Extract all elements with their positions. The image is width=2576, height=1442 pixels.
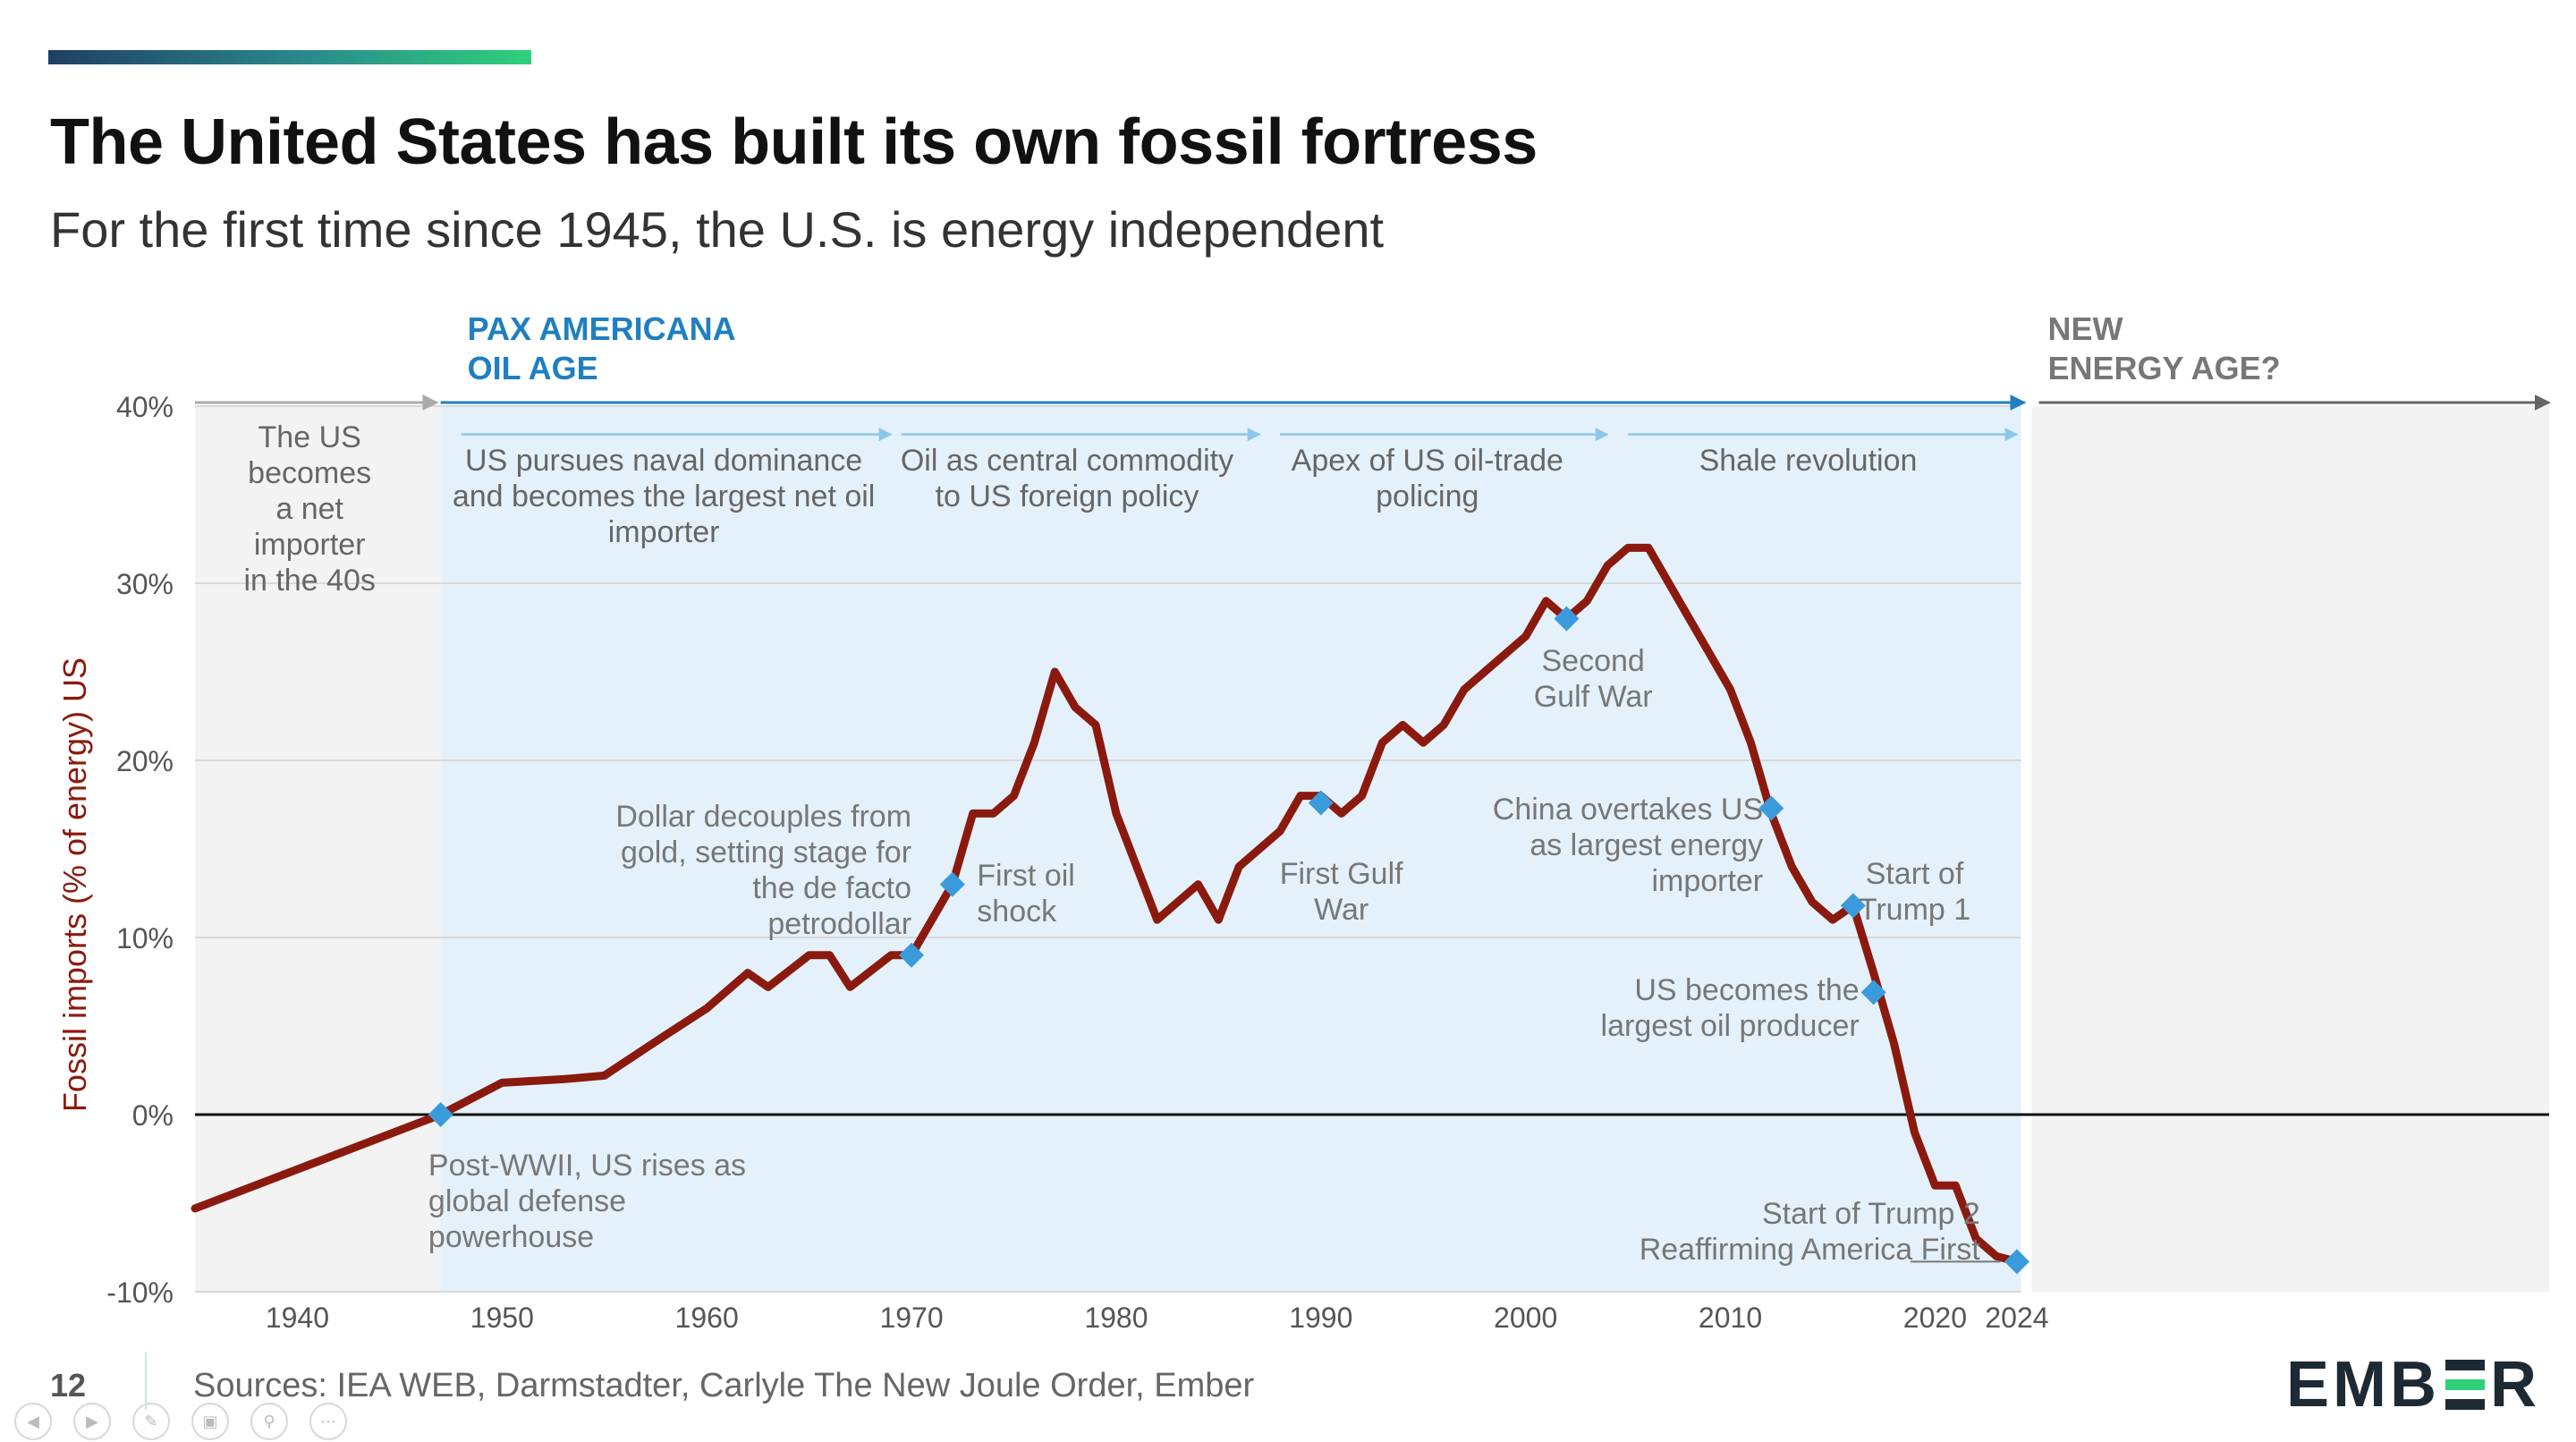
sources-divider xyxy=(145,1353,147,1410)
x-tick-label: 1960 xyxy=(675,1302,739,1334)
y-axis-label: Fossil imports (% of energy) US xyxy=(56,657,93,1112)
y-tick-label: 30% xyxy=(116,568,174,600)
y-tick-label: 20% xyxy=(116,745,174,777)
logo-text-start: EMB xyxy=(2286,1349,2440,1421)
event-label: Start of Trump 2 Reaffirming America Firs… xyxy=(1640,1197,1981,1267)
event-marker xyxy=(428,1102,453,1127)
x-tick-label: 1940 xyxy=(266,1302,329,1334)
logo-e-mark xyxy=(2445,1360,2485,1410)
accent-gradient-bar xyxy=(48,50,531,64)
event-marker xyxy=(899,942,925,968)
pax-era-label: PAX AMERICANA OIL AGE xyxy=(468,310,736,386)
page-title: The United States has built its own foss… xyxy=(50,106,1538,178)
more-icon[interactable]: ⋯ xyxy=(309,1403,347,1440)
event-label: China overtakes US as largest energy impor… xyxy=(1493,793,1763,898)
next-slide-icon[interactable]: ▶ xyxy=(73,1403,111,1440)
event-marker xyxy=(1308,790,1334,816)
page-number: 12 xyxy=(50,1367,87,1404)
x-tick-label: 2020 xyxy=(1903,1302,1967,1334)
event-marker xyxy=(1860,980,1886,1005)
phase-label: US pursues naval dominance and becomes th… xyxy=(453,444,876,549)
event-label: First Gulf War xyxy=(1280,857,1403,927)
zoom-icon[interactable]: ⚲ xyxy=(250,1403,288,1440)
x-tick-label: 1970 xyxy=(879,1302,943,1334)
x-tick-label: 2000 xyxy=(1494,1302,1557,1334)
ember-logo: EMB R xyxy=(2286,1349,2540,1421)
x-tick-label: 1980 xyxy=(1084,1302,1148,1334)
phase-label: Apex of US oil-trade policing xyxy=(1292,444,1563,513)
pre-era-band xyxy=(195,406,441,1292)
event-marker xyxy=(2004,1249,2029,1275)
x-tick-label: 2024 xyxy=(1985,1302,2048,1334)
event-label: Second Gulf War xyxy=(1534,644,1653,714)
y-tick-label: 0% xyxy=(132,1099,174,1132)
event-label: Start of Trump 1 xyxy=(1859,857,1970,927)
page-subtitle: For the first time since 1945, the U.S. … xyxy=(50,201,1385,258)
sources-text: Sources: IEA WEB, Darmstadter, Carlyle T… xyxy=(193,1367,1255,1404)
event-marker xyxy=(939,871,965,897)
y-tick-label: 10% xyxy=(116,922,174,954)
y-tick-label: -10% xyxy=(106,1277,174,1309)
event-label: Post-WWII, US rises as global defense powe… xyxy=(428,1149,746,1254)
event-label: US becomes the largest oil producer xyxy=(1601,973,1860,1043)
pen-icon[interactable]: ✎ xyxy=(132,1403,170,1440)
phase-label: The US becomes a net importer in the 40s xyxy=(243,420,375,598)
x-tick-label: 1950 xyxy=(470,1302,534,1334)
event-label: First oil shock xyxy=(977,859,1075,929)
event-marker xyxy=(1554,606,1580,632)
logo-text-end: R xyxy=(2490,1349,2540,1421)
phase-label: Shale revolution xyxy=(1699,444,1918,478)
event-marker xyxy=(1758,795,1784,821)
y-tick-label: 40% xyxy=(116,391,174,423)
phase-label: Oil as central commodity to US foreign po… xyxy=(901,444,1233,513)
new-energy-band xyxy=(2031,406,2549,1292)
event-label: Dollar decouples from gold, setting stage… xyxy=(615,800,911,941)
event-marker xyxy=(1840,893,1866,919)
future-era-label: NEW ENERGY AGE? xyxy=(2048,310,2281,386)
slide-nav-controls: ◀ ▶ ✎ ▣ ⚲ ⋯ xyxy=(14,1403,347,1440)
prev-slide-icon[interactable]: ◀ xyxy=(14,1403,52,1440)
slides-icon[interactable]: ▣ xyxy=(191,1403,229,1440)
pax-americana-band xyxy=(440,406,2021,1292)
x-tick-label: 2010 xyxy=(1699,1302,1762,1334)
x-tick-label: 1990 xyxy=(1289,1302,1352,1334)
